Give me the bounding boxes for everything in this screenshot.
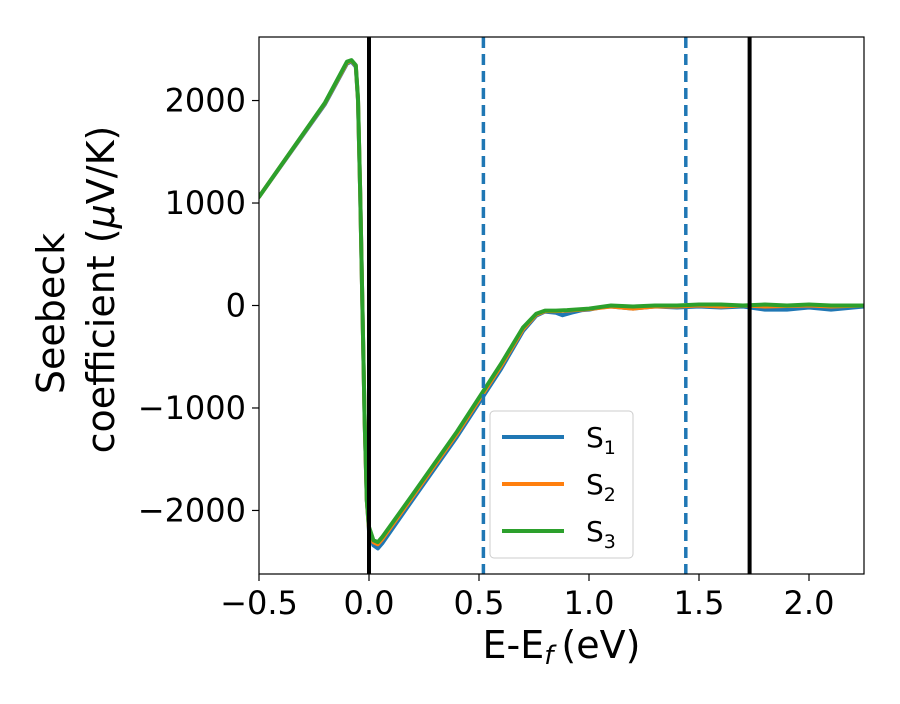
- y-axis-label-text: coefficient (: [79, 228, 123, 453]
- x-axis-label: E-Ef (eV): [483, 623, 641, 671]
- legend-label-name: S: [586, 515, 604, 548]
- y-axis-label-mu: μ: [79, 204, 123, 229]
- y-axis-label: Seebeck coefficient (μV/K): [29, 126, 123, 454]
- x-axis-label-unit: (eV): [561, 623, 640, 667]
- x-tick-label: 0.5: [454, 584, 505, 622]
- series-lines: [259, 58, 864, 551]
- y-axis-label-line1: Seebeck: [29, 233, 73, 394]
- legend-label-s2: S2: [586, 468, 616, 506]
- axis-ticks: −0.5 0.0 0.5 1.0 1.5 2.0 −2000 −1000 0 1000 2000: [138, 82, 835, 622]
- legend-label-name: S: [586, 468, 604, 501]
- x-tick-label: 0.0: [344, 584, 395, 622]
- y-axis-label-line2: coefficient (μV/K): [79, 126, 123, 454]
- x-tick-label: 2.0: [784, 584, 835, 622]
- y-tick-label: −1000: [138, 389, 246, 427]
- reference-lines: [367, 37, 752, 574]
- series-line-s3: [259, 58, 864, 545]
- legend-label-subscript: 3: [604, 531, 616, 553]
- x-tick-label: 1.5: [674, 584, 725, 622]
- y-tick-label: −2000: [138, 491, 246, 529]
- x-axis-label-main: E-E: [483, 623, 545, 667]
- y-tick-label: 0: [226, 287, 246, 325]
- legend-label-name: S: [586, 421, 604, 454]
- x-tick-label: −0.5: [220, 584, 298, 622]
- y-axis-label-unit: V/K): [79, 126, 123, 205]
- x-axis-label-subscript: f: [544, 641, 557, 671]
- legend-label-s1: S1: [586, 421, 616, 459]
- x-tick-label: 1.0: [564, 584, 615, 622]
- legend-label-subscript: 2: [604, 484, 616, 506]
- y-tick-label: 2000: [165, 82, 246, 120]
- legend-label-s3: S3: [586, 515, 616, 553]
- y-tick-label: 1000: [165, 184, 246, 222]
- legend-label-subscript: 1: [604, 437, 616, 459]
